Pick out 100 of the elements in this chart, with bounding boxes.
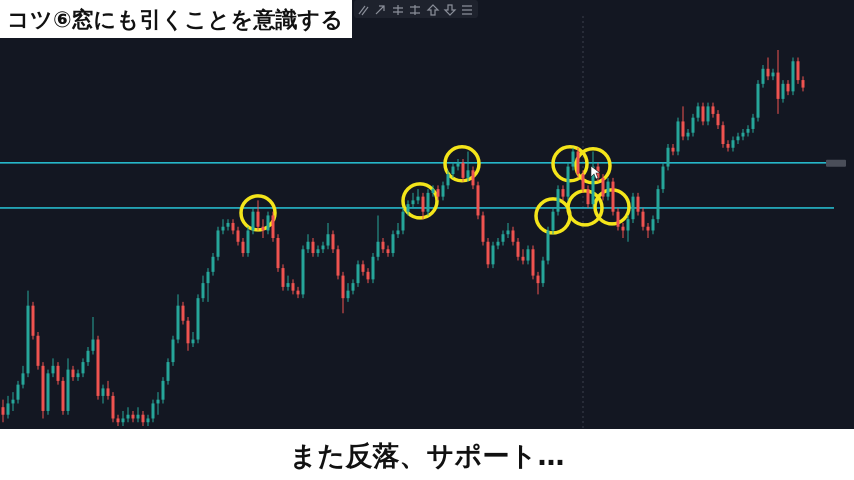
candlestick	[752, 113, 754, 134]
candlestick	[682, 106, 684, 141]
candlestick	[636, 192, 640, 216]
candlestick	[192, 332, 194, 348]
candlestick	[502, 230, 504, 246]
candlestick	[376, 214, 380, 262]
candlestick	[582, 170, 584, 194]
candlestick	[6, 395, 10, 419]
candlestick	[342, 271, 344, 314]
candlestick	[252, 207, 254, 235]
candlestick	[122, 410, 124, 426]
candlestick	[262, 218, 264, 238]
candlestick	[296, 286, 300, 299]
candlestick	[552, 207, 554, 235]
candlestick	[426, 188, 430, 216]
candlestick	[452, 162, 454, 178]
candlestick	[332, 230, 334, 254]
candlestick	[696, 102, 700, 122]
candlestick	[606, 177, 610, 201]
candlestick	[346, 282, 350, 302]
chart-title: コツ⑥窓にも引くことを意識する	[7, 7, 344, 33]
candlestick	[516, 238, 520, 262]
candlestick	[742, 128, 744, 141]
candlestick	[462, 158, 464, 182]
candlestick	[306, 234, 310, 254]
candlestick	[242, 238, 244, 258]
candlestick	[142, 410, 144, 426]
candlestick	[646, 222, 650, 238]
candlestick	[662, 162, 664, 194]
candlestick	[116, 414, 120, 426]
candlestick	[616, 207, 620, 231]
candlestick	[492, 241, 494, 269]
candlestick	[12, 392, 14, 412]
candlestick	[442, 181, 444, 201]
candlestick	[692, 113, 694, 137]
candlestick	[522, 248, 524, 265]
candlestick	[212, 252, 214, 276]
candlestick	[112, 392, 114, 423]
candlestick	[282, 264, 284, 292]
candlestick	[56, 362, 60, 386]
candlestick	[472, 166, 474, 190]
candlestick	[166, 358, 170, 386]
candlestick	[222, 218, 224, 235]
candlestick	[672, 144, 674, 156]
candlestick	[246, 226, 250, 258]
candlestick	[416, 188, 420, 205]
candlestick	[236, 226, 240, 246]
candlestick	[132, 410, 134, 423]
candlestick	[782, 80, 784, 104]
candlestick	[722, 120, 724, 148]
candlestick	[86, 346, 90, 366]
candlestick	[572, 147, 574, 171]
candlestick	[16, 380, 20, 404]
candlestick	[386, 245, 390, 258]
candlestick	[286, 275, 290, 292]
candlestick	[206, 268, 210, 302]
candlestick	[406, 200, 410, 216]
candlestick	[686, 128, 690, 141]
candlestick	[702, 102, 704, 126]
candlestick	[366, 268, 370, 284]
candlestick	[412, 192, 414, 208]
candlestick	[156, 392, 160, 416]
candlestick	[526, 245, 530, 265]
candlestick	[152, 399, 154, 423]
candlestick	[356, 260, 360, 288]
candlestick	[712, 102, 714, 118]
candlestick	[626, 214, 630, 242]
candlestick	[102, 384, 104, 404]
candlestick	[536, 271, 540, 295]
candlestick	[706, 102, 710, 126]
candlestick	[226, 218, 230, 231]
candlestick	[602, 174, 604, 201]
candlestick	[52, 358, 54, 378]
candlestick	[322, 241, 324, 254]
candlestick	[396, 222, 400, 238]
candlestick	[352, 278, 354, 295]
candlestick	[202, 275, 204, 302]
candlestick	[126, 406, 130, 423]
candlestick	[446, 170, 450, 190]
candlestick	[422, 192, 424, 220]
candlestick	[2, 399, 4, 423]
candlestick	[172, 335, 174, 366]
candlestick	[22, 365, 24, 389]
candlestick	[666, 144, 670, 171]
candlestick	[466, 151, 470, 182]
candlestick	[796, 57, 800, 84]
candlestick	[266, 211, 270, 235]
candlestick	[456, 158, 460, 171]
candlestick	[556, 184, 560, 216]
candlestick	[72, 365, 74, 382]
candlestick	[76, 369, 80, 382]
candlestick	[362, 260, 364, 276]
candlestick	[256, 200, 260, 231]
candlestick	[762, 64, 764, 88]
candlestick	[772, 68, 774, 81]
candlestick	[316, 245, 320, 258]
candlestick	[732, 136, 734, 152]
candlestick	[82, 358, 84, 378]
candlestick	[486, 238, 490, 269]
candlestick	[506, 222, 510, 238]
